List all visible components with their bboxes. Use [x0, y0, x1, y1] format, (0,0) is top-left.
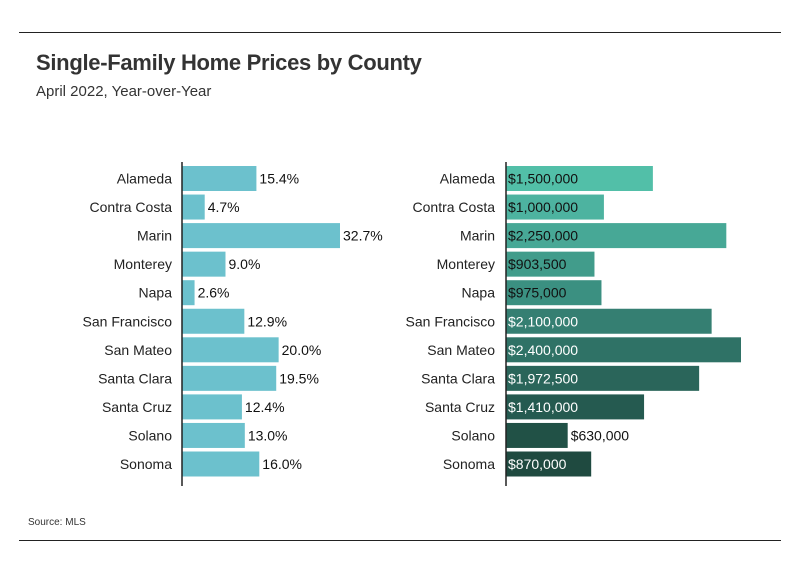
price-value-label-contra-costa: $1,000,000 — [508, 199, 578, 215]
price-category-label-santa-clara: Santa Clara — [421, 370, 495, 386]
price-category-label-contra-costa: Contra Costa — [413, 199, 496, 215]
pct-bar-monterey — [182, 251, 226, 277]
price-bar-napa — [506, 280, 602, 306]
category-label-marin: Marin — [137, 228, 172, 244]
category-label-santa-cruz: Santa Cruz — [102, 399, 172, 415]
pct-bar-san-mateo — [182, 337, 279, 363]
price-bar-santa-clara — [506, 365, 700, 391]
pct-value-label-solano: 13.0% — [248, 427, 288, 443]
pct-bar-san-francisco — [182, 308, 245, 334]
price-category-label-napa: Napa — [462, 285, 496, 301]
pct-value-label-alameda: 15.4% — [259, 171, 299, 187]
price-bar-sonoma — [506, 451, 592, 477]
pct-value-label-contra-costa: 4.7% — [208, 199, 240, 215]
price-category-label-alameda: Alameda — [440, 171, 495, 187]
pct-value-label-marin: 32.7% — [343, 228, 383, 244]
category-label-sonoma: Sonoma — [120, 456, 172, 472]
pct-change-chart: Alameda 15.4% Contra Costa 4.7% Marin 32.7% Mo… — [83, 162, 383, 486]
price-value-label-alameda: $1,500,000 — [508, 171, 578, 187]
price-bar-marin — [506, 223, 727, 249]
pct-bar-santa-clara — [182, 365, 277, 391]
price-bar-solano — [506, 422, 568, 448]
price-bar-alameda — [506, 166, 653, 191]
pct-value-label-sonoma: 16.0% — [262, 456, 302, 472]
category-label-monterey: Monterey — [114, 256, 172, 272]
category-label-alameda: Alameda — [117, 171, 172, 187]
price-category-label-solano: Solano — [451, 427, 495, 443]
pct-bar-alameda — [182, 166, 257, 191]
category-label-san-francisco: San Francisco — [83, 313, 173, 329]
pct-bar-sonoma — [182, 451, 260, 477]
price-category-label-san-francisco: San Francisco — [406, 313, 496, 329]
pct-value-label-san-mateo: 20.0% — [282, 342, 322, 358]
price-category-label-monterey: Monterey — [437, 256, 495, 272]
price-value-label-napa: $975,000 — [508, 285, 567, 301]
top-rule — [19, 32, 781, 33]
price-value-label-san-francisco: $2,100,000 — [508, 313, 578, 329]
category-label-contra-costa: Contra Costa — [90, 199, 173, 215]
price-value-label-monterey: $903,500 — [508, 256, 567, 272]
pct-value-label-napa: 2.6% — [198, 285, 230, 301]
pct-value-label-santa-clara: 19.5% — [279, 370, 319, 386]
pct-value-label-santa-cruz: 12.4% — [245, 399, 285, 415]
price-category-label-sonoma: Sonoma — [443, 456, 495, 472]
category-label-santa-clara: Santa Clara — [98, 370, 172, 386]
price-value-label-santa-clara: $1,972,500 — [508, 370, 578, 386]
price-category-label-san-mateo: San Mateo — [427, 342, 495, 358]
bottom-rule — [19, 540, 781, 541]
source-note: Source: MLS — [28, 517, 86, 528]
price-value-label-san-mateo: $2,400,000 — [508, 342, 578, 358]
price-bar-san-mateo — [506, 337, 741, 363]
price-bar-san-francisco — [506, 308, 712, 334]
price-value-label-santa-cruz: $1,410,000 — [508, 399, 578, 415]
pct-bar-contra-costa — [182, 194, 205, 220]
pct-bar-solano — [182, 422, 245, 448]
price-value-label-sonoma: $870,000 — [508, 456, 567, 472]
chart-title: Single-Family Home Prices by County — [36, 50, 422, 75]
price-value-label-marin: $2,250,000 — [508, 228, 578, 244]
price-category-label-marin: Marin — [460, 228, 495, 244]
category-label-san-mateo: San Mateo — [104, 342, 172, 358]
category-label-napa: Napa — [139, 285, 173, 301]
category-label-solano: Solano — [128, 427, 172, 443]
pct-bar-napa — [182, 280, 195, 306]
price-bar-contra-costa — [506, 194, 604, 220]
pct-bar-santa-cruz — [182, 394, 242, 420]
pct-value-label-san-francisco: 12.9% — [247, 313, 287, 329]
price-bar-monterey — [506, 251, 595, 277]
pct-value-label-monterey: 9.0% — [228, 256, 260, 272]
median-price-chart: Alameda $1,500,000 Contra Costa $1,000,000 M… — [406, 162, 741, 486]
price-category-label-santa-cruz: Santa Cruz — [425, 399, 495, 415]
pct-bar-marin — [182, 223, 340, 249]
chart-subtitle: April 2022, Year-over-Year — [36, 83, 212, 100]
price-value-label-solano: $630,000 — [571, 427, 630, 443]
price-bar-santa-cruz — [506, 394, 645, 420]
